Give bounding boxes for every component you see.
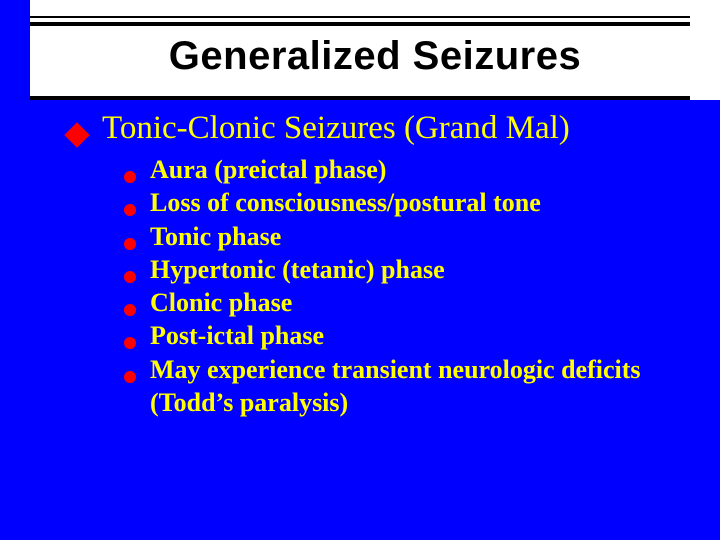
header-area: Generalized Seizures <box>0 0 720 100</box>
list-item-text: May experience transient neurologic defi… <box>150 353 690 420</box>
dot-icon <box>124 304 136 316</box>
list-item-text: Loss of consciousness/postural tone <box>150 186 541 219</box>
rule-thin <box>30 16 690 18</box>
dot-icon <box>124 171 136 183</box>
rule-thick-lower <box>30 96 690 100</box>
list-item-text: Hypertonic (tetanic) phase <box>150 253 445 286</box>
list-item-text: Aura (preictal phase) <box>150 153 386 186</box>
list-item: Hypertonic (tetanic) phase <box>124 253 690 286</box>
bullet-level1: Tonic-Clonic Seizures (Grand Mal) <box>68 110 690 147</box>
dot-icon <box>124 371 136 383</box>
bullet-level1-text: Tonic-Clonic Seizures (Grand Mal) <box>102 110 570 147</box>
rule-thick-upper <box>30 22 690 26</box>
dot-icon <box>124 238 136 250</box>
list-item-text: Post-ictal phase <box>150 319 324 352</box>
corner-accent <box>0 0 30 100</box>
list-item: Aura (preictal phase) <box>124 153 690 186</box>
list-item: May experience transient neurologic defi… <box>124 353 690 420</box>
list-item: Clonic phase <box>124 286 690 319</box>
slide-title: Generalized Seizures <box>60 34 690 79</box>
list-item: Tonic phase <box>124 220 690 253</box>
list-item-text: Tonic phase <box>150 220 281 253</box>
list-item: Loss of consciousness/postural tone <box>124 186 690 219</box>
diamond-icon <box>64 122 89 147</box>
dot-icon <box>124 204 136 216</box>
slide: Generalized Seizures Tonic-Clonic Seizur… <box>0 0 720 540</box>
dot-icon <box>124 271 136 283</box>
bullet-level2-list: Aura (preictal phase) Loss of consciousn… <box>124 153 690 419</box>
list-item-text: Clonic phase <box>150 286 292 319</box>
dot-icon <box>124 337 136 349</box>
list-item: Post-ictal phase <box>124 319 690 352</box>
slide-body: Tonic-Clonic Seizures (Grand Mal) Aura (… <box>68 110 690 419</box>
